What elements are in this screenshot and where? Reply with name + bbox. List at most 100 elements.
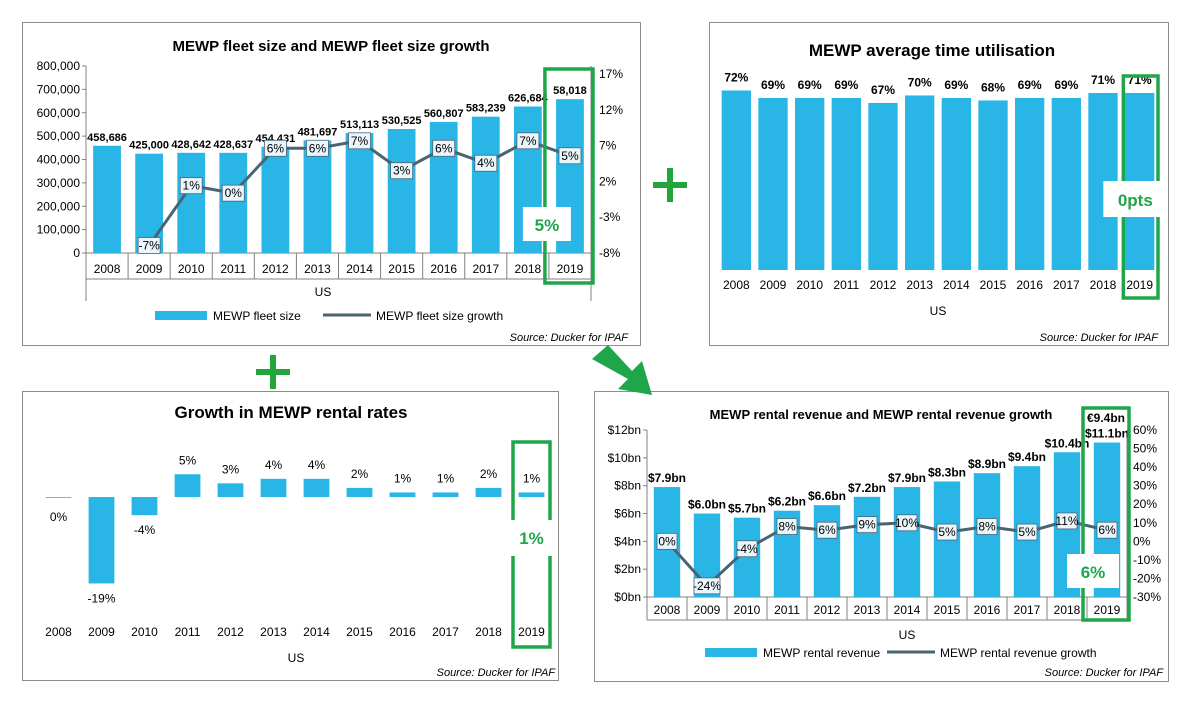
growth-label-box — [516, 132, 540, 150]
bar — [261, 146, 290, 253]
growth-label-box — [736, 540, 758, 558]
bar — [389, 492, 416, 497]
x-tick-label: 2019 — [518, 625, 545, 639]
growth-label: 5% — [938, 525, 956, 539]
growth-label: -4% — [736, 542, 758, 556]
x-tick-label: 2011 — [175, 625, 201, 639]
growth-label: -24% — [693, 579, 721, 593]
x-tick-label: 2010 — [734, 603, 761, 617]
bar — [135, 153, 164, 253]
top-value-label: €9.4bn — [1087, 411, 1125, 425]
x-tick-label: 2016 — [389, 625, 416, 639]
x-tick-label: 2018 — [1054, 603, 1081, 617]
growth-label: 10% — [895, 516, 919, 530]
x-tick-label: 2014 — [346, 262, 373, 276]
growth-label-box — [1096, 521, 1118, 539]
bar — [905, 95, 935, 270]
x-tick-label: 2012 — [262, 262, 289, 276]
x-tick-label: 2014 — [943, 278, 970, 292]
x-tick-label: 2008 — [654, 603, 681, 617]
y2-tick-label: 7% — [599, 139, 617, 153]
bar — [260, 478, 287, 497]
growth-label: 6% — [309, 141, 327, 155]
legend-swatch-bar — [705, 648, 757, 657]
bar — [973, 473, 1001, 597]
bar — [45, 497, 72, 498]
bar — [303, 478, 330, 497]
growth-label-box — [474, 154, 498, 172]
x-tick-label: 2018 — [515, 262, 542, 276]
y2-tick-label: 17% — [599, 67, 623, 81]
bar — [978, 100, 1008, 270]
bar — [941, 97, 971, 271]
utilisation-panel: MEWP average time utilisation 72% 2008 69% 2… — [709, 22, 1169, 346]
bar-value-label: 68% — [981, 80, 1005, 94]
bar-value-label: 72% — [724, 70, 748, 84]
growth-label: 5% — [1018, 525, 1036, 539]
chart-title: Growth in MEWP rental rates — [174, 403, 407, 422]
y2-tick-label: 0% — [1133, 534, 1151, 548]
callout-label: 1% — [519, 529, 544, 548]
y2-tick-label: -10% — [1133, 553, 1161, 567]
growth-label: 6% — [267, 141, 285, 155]
x-axis-title: US — [930, 304, 947, 318]
x-tick-label: 2009 — [136, 262, 163, 276]
bar-value-label: 458,686 — [87, 132, 127, 144]
x-tick-label: 2010 — [178, 262, 205, 276]
bar — [219, 152, 248, 253]
bar-value-label: $6.2bn — [768, 495, 806, 509]
x-tick-label: 2014 — [894, 603, 921, 617]
plus-icon — [256, 355, 290, 389]
x-tick-label: 2017 — [432, 625, 459, 639]
utilisation-chart: MEWP average time utilisation 72% 2008 69% 2… — [721, 41, 1168, 344]
x-tick-label: 2019 — [1094, 603, 1121, 617]
growth-label-box — [1016, 523, 1038, 541]
rental-revenue-chart: MEWP rental revenue and MEWP rental reve… — [608, 406, 1164, 679]
x-tick-label: 2012 — [217, 625, 244, 639]
y-tick-label: $6bn — [614, 507, 641, 521]
growth-label: -7% — [138, 239, 160, 253]
growth-label-box — [221, 184, 245, 202]
growth-label: 1% — [183, 179, 201, 193]
bar-value-label: 67% — [871, 83, 895, 97]
x-tick-label: 2015 — [980, 278, 1007, 292]
legend-swatch-bar — [155, 311, 207, 320]
y-tick-label: 800,000 — [37, 59, 81, 73]
growth-label-box — [390, 162, 414, 180]
bar — [303, 140, 332, 253]
bar-value-label: $7.2bn — [848, 481, 886, 495]
y-tick-label: 300,000 — [37, 176, 81, 190]
y-tick-label: $12bn — [608, 423, 641, 437]
x-tick-label: 2008 — [94, 262, 121, 276]
growth-label: 3% — [393, 164, 411, 178]
growth-label-box — [432, 139, 456, 157]
legend-label: MEWP rental revenue growth — [940, 646, 1097, 660]
bar-value-label: $11.1bn — [1085, 427, 1129, 441]
x-tick-label: 2017 — [1014, 603, 1041, 617]
growth-label: 11% — [1055, 514, 1078, 528]
source-note: Source: Ducker for IPAF — [510, 332, 630, 344]
bar-value-label: $8.3bn — [928, 465, 966, 479]
source-note: Source: Ducker for IPAF — [1040, 332, 1160, 344]
bar-value-label: $10.4bn — [1045, 436, 1090, 450]
growth-label-box — [1056, 512, 1078, 530]
bar — [795, 97, 825, 271]
growth-label-box — [936, 523, 958, 541]
chart-title: MEWP fleet size and MEWP fleet size grow… — [173, 38, 490, 55]
bar — [345, 133, 374, 253]
bar-value-label: 626,684 — [508, 93, 549, 105]
growth-label: 7% — [519, 134, 537, 148]
bar-value-label: 2% — [480, 467, 498, 481]
x-tick-label: 2011 — [220, 262, 246, 276]
y2-tick-label: -3% — [599, 210, 621, 224]
x-tick-label: 2011 — [774, 603, 800, 617]
rental-rates-panel: Growth in MEWP rental rates 0% 2008 -19% 200… — [22, 391, 559, 681]
bar-value-label: $9.4bn — [1008, 450, 1046, 464]
y2-tick-label: 10% — [1133, 516, 1157, 530]
source-note: Source: Ducker for IPAF — [437, 667, 557, 679]
growth-label-box — [816, 521, 838, 539]
x-axis-title: US — [315, 285, 332, 299]
y-tick-label: 600,000 — [37, 106, 81, 120]
bar-value-label: 71% — [1091, 73, 1115, 87]
bar-value-label: 4% — [308, 458, 326, 472]
